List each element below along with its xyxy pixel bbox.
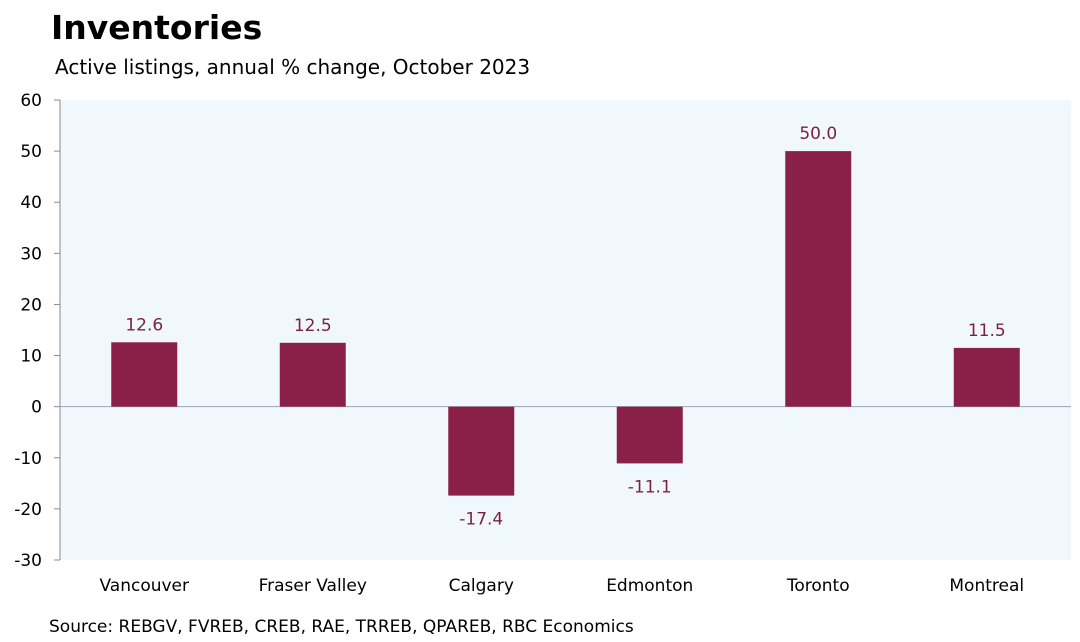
y-tick-label: 60: [20, 91, 42, 111]
data-label: -17.4: [459, 510, 503, 530]
x-tick-label: Toronto: [786, 576, 850, 596]
y-tick-label: 10: [20, 347, 42, 367]
y-tick-label: 30: [20, 244, 42, 264]
y-tick-label: 50: [20, 142, 42, 162]
plot-area: [60, 100, 1071, 560]
x-tick-label: Edmonton: [606, 576, 693, 596]
bar: [448, 406, 515, 496]
bar-chart: 60 50 40 30 20 10 0 -10 -20 -30 12.6 Vancouver 12.5 F…: [14, 91, 1071, 596]
chart-source: Source: REBGV, FVREB, CREB, RAE, TRREB, …: [49, 617, 634, 637]
bar: [785, 151, 852, 407]
x-tick-label: Calgary: [449, 576, 514, 596]
y-tick-label: 20: [20, 295, 42, 315]
x-tick-label: Fraser Valley: [259, 576, 367, 596]
data-label: 12.5: [294, 316, 332, 336]
bar: [616, 406, 683, 464]
y-tick-label: -10: [14, 449, 42, 469]
x-tick-label: Montreal: [949, 576, 1024, 596]
bar: [279, 342, 346, 407]
y-tick-label: 40: [20, 193, 42, 213]
data-label: -11.1: [628, 477, 672, 497]
bar: [953, 347, 1020, 407]
y-tick-label: 0: [31, 398, 42, 418]
data-label: 50.0: [799, 124, 837, 144]
x-tick-label: Vancouver: [99, 576, 189, 596]
data-label: 11.5: [968, 321, 1006, 341]
y-tick-label: -30: [14, 551, 42, 571]
chart-subtitle: Active listings, annual % change, Octobe…: [55, 55, 531, 79]
y-tick-label: -20: [14, 500, 42, 520]
data-label: 12.6: [125, 315, 163, 335]
chart-title: Inventories: [51, 8, 263, 47]
bar: [111, 342, 178, 407]
